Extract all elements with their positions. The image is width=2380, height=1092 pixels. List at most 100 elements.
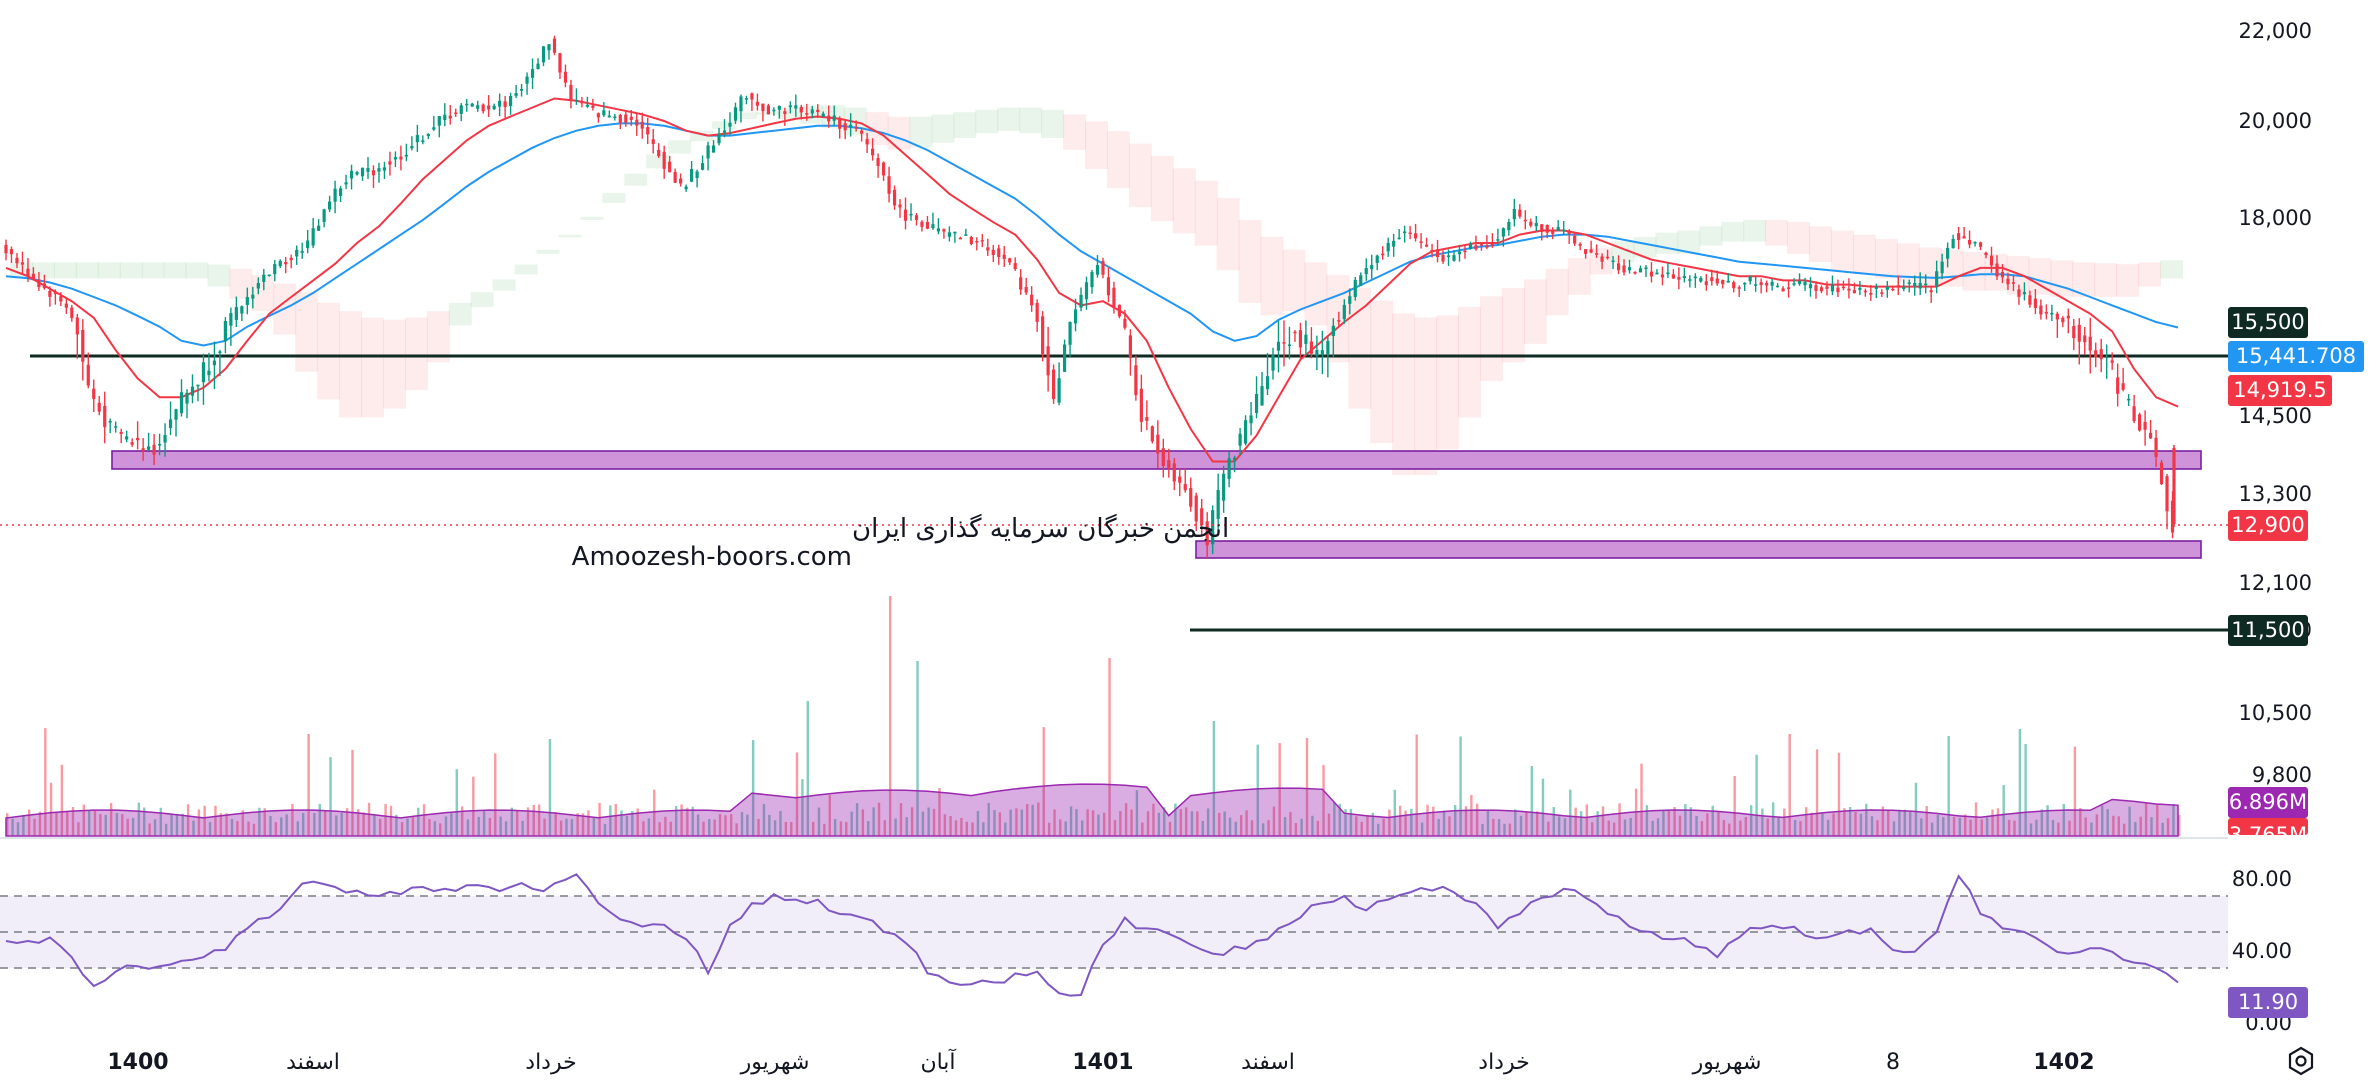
candle-body (360, 167, 365, 177)
volume-bar (1119, 810, 1122, 836)
candle-body (969, 236, 973, 245)
candle-body (2033, 298, 2037, 308)
candle-body (1951, 238, 1955, 249)
volume-bar (1393, 789, 1396, 836)
volume-bar (1009, 809, 1012, 836)
candle-body (640, 121, 644, 129)
cloud-segment (1852, 234, 1876, 275)
candle-body (1770, 281, 1774, 286)
candle-body (1227, 458, 1231, 479)
candle-body (2154, 437, 2158, 457)
candle-body (838, 118, 842, 129)
candle-body (673, 171, 677, 183)
volume-bar (307, 733, 310, 836)
chart-settings-icon[interactable] (2288, 1046, 2314, 1076)
candle-body (991, 249, 995, 256)
candle-body (338, 188, 343, 196)
cloud-segment (2160, 260, 2183, 279)
candle-body (1216, 490, 1220, 519)
candle-body (514, 93, 518, 96)
candle-body (1529, 221, 1533, 226)
volume-bar (121, 814, 124, 836)
volume-bar (812, 821, 815, 836)
cloud-segment (909, 116, 933, 148)
candle-body (70, 307, 74, 319)
candle-body (1073, 309, 1078, 324)
candle-body (1792, 283, 1796, 285)
cloud-segment (1458, 306, 1481, 418)
candle-body (1677, 276, 1681, 280)
cloud-segment (558, 234, 582, 238)
volume-bar (1108, 658, 1111, 836)
candle-body (2110, 360, 2114, 363)
volume-bar (1887, 809, 1890, 836)
volume-bar (258, 807, 261, 836)
cloud-segment (207, 264, 231, 287)
volume-bar (1942, 817, 1945, 836)
volume-bar (1854, 811, 1857, 836)
candle-body (947, 232, 951, 237)
candle-body (997, 248, 1001, 258)
cloud-segment (1085, 121, 1108, 169)
volume-bar (1333, 802, 1336, 836)
candle-body (448, 115, 452, 119)
volume-bar (1064, 821, 1067, 836)
candle-body (607, 115, 611, 118)
candle-body (1726, 280, 1730, 283)
candle-body (1084, 282, 1089, 300)
volume-bar (1410, 808, 1413, 836)
volume-bar (444, 816, 448, 836)
volume-bar (1196, 811, 1199, 836)
candle-body (1485, 245, 1489, 248)
candle-body (2072, 325, 2076, 339)
candle-body (2039, 305, 2043, 315)
volume-bar (115, 813, 119, 836)
candle-body (700, 163, 705, 170)
candle-body (1337, 320, 1341, 322)
volume-bar (2090, 822, 2093, 836)
candle-body (1754, 284, 1758, 286)
candle-body (1759, 282, 1763, 286)
candle-body (898, 204, 902, 208)
time-axis[interactable]: 1400 اسفند خرداد شهریور آبان 1401 اسفند خرداد شه… (107, 1048, 2094, 1075)
candle-body (1123, 318, 1127, 328)
volume-bar (16, 822, 20, 836)
volume-bar (1541, 778, 1545, 836)
candle-body (377, 168, 381, 172)
candle-body (2099, 349, 2103, 360)
candle-body (1068, 322, 1072, 345)
candle-body (1265, 376, 1270, 390)
candle-body (1978, 242, 1983, 247)
candle-body (1858, 287, 1862, 290)
volume-bar (718, 814, 722, 836)
candle-body (1973, 241, 1977, 244)
candle-body (1309, 341, 1313, 354)
candle-body (1211, 510, 1215, 545)
candle-body (229, 313, 233, 326)
volume-bar (565, 818, 568, 836)
volume-bar (762, 804, 766, 836)
support-zone-lower (1195, 540, 2202, 559)
price-tick-label: 22,000 (2239, 19, 2312, 43)
volume-bar (2150, 817, 2153, 836)
volume-bar (730, 814, 733, 836)
volume-bar (1783, 808, 1786, 836)
candlesticks (4, 35, 2176, 559)
candle-body (273, 264, 277, 275)
volume-bar (1382, 818, 1385, 836)
volume-bar (22, 814, 25, 836)
volume-bar (954, 820, 958, 836)
candle-body (1501, 228, 1505, 237)
volume-bar (1047, 822, 1051, 836)
candle-body (2011, 282, 2016, 284)
candle-body (953, 231, 957, 234)
candle-body (1567, 231, 1571, 234)
volume-bar (949, 816, 952, 836)
volume-bar (1755, 754, 1758, 836)
candle-body (1507, 221, 1511, 231)
volume-bar (1607, 820, 1610, 836)
candle-body (1874, 287, 1878, 289)
